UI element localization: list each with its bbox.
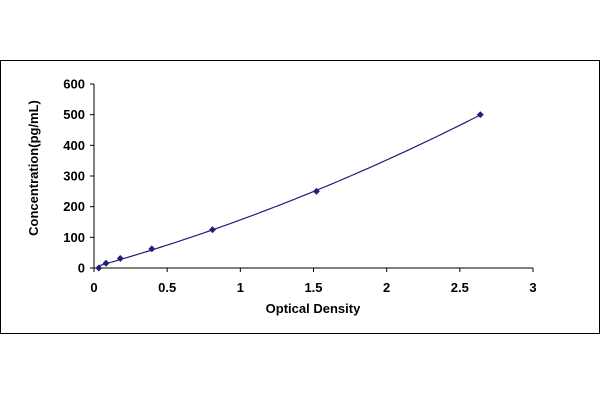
x-axis-title: Optical Density	[266, 301, 361, 316]
y-tick-label: 0	[78, 261, 85, 276]
y-tick-label: 600	[63, 77, 85, 92]
x-ticks: 0 0.5 1 1.5 2 2.5 3	[90, 268, 537, 295]
y-tick-label: 500	[63, 107, 85, 122]
y-tick-label: 400	[63, 138, 85, 153]
y-tick-label: 100	[63, 230, 85, 245]
y-ticks: 0 100 200 300 400 500 600	[63, 77, 94, 276]
data-point	[148, 245, 156, 253]
data-point	[102, 259, 110, 267]
data-point	[312, 187, 320, 195]
x-tick-label: 0.5	[158, 280, 176, 295]
x-tick-label: 3	[529, 280, 536, 295]
y-tick-label: 300	[63, 169, 85, 184]
y-tick-label: 200	[63, 199, 85, 214]
x-tick-label: 1.5	[304, 280, 322, 295]
x-tick-label: 2.5	[451, 280, 469, 295]
y-axis-title: Concentration(pg/mL)	[26, 100, 41, 236]
x-tick-label: 2	[383, 280, 390, 295]
x-tick-label: 0	[90, 280, 97, 295]
x-tick-label: 1	[237, 280, 244, 295]
data-points	[95, 111, 484, 272]
data-point	[476, 111, 484, 119]
trendline	[98, 114, 481, 267]
data-point	[95, 264, 103, 272]
data-point	[116, 254, 124, 262]
data-point	[208, 226, 217, 234]
